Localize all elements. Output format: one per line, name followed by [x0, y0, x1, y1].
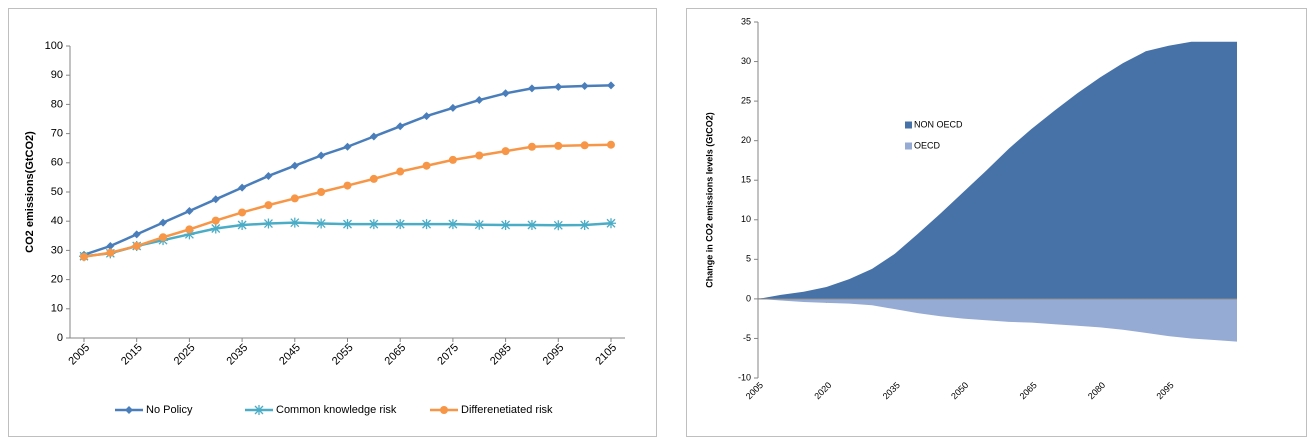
y-tick-label: 0 [57, 332, 63, 344]
marker [369, 174, 378, 183]
marker [396, 167, 405, 176]
marker [316, 218, 327, 229]
y-tick-label: 90 [51, 69, 63, 81]
marker [607, 81, 615, 90]
marker [501, 89, 510, 98]
marker [125, 406, 133, 414]
legend-label: OECD [914, 140, 941, 150]
y-tick-label: -5 [743, 333, 751, 343]
marker [290, 194, 299, 203]
legend-label: Differenetiated risk [461, 404, 553, 416]
y-tick-label: 20 [741, 135, 751, 145]
marker [263, 218, 274, 229]
marker [159, 218, 168, 227]
marker [475, 151, 484, 160]
y-axis-label: CO2 emissions(GtCO2) [24, 131, 36, 253]
marker [132, 242, 141, 251]
legend-label: NON OECD [914, 119, 963, 129]
y-tick-label: 10 [51, 303, 63, 315]
marker [500, 219, 511, 230]
marker [238, 183, 247, 192]
marker [527, 142, 536, 151]
marker [440, 406, 448, 414]
marker [447, 219, 458, 230]
marker [368, 219, 379, 230]
y-tick-label: 0 [746, 293, 751, 303]
marker [289, 217, 300, 228]
marker [607, 140, 615, 149]
y-tick-label: -10 [738, 372, 751, 382]
marker [185, 206, 194, 215]
left-panel [8, 8, 657, 437]
marker [422, 161, 431, 170]
marker [184, 229, 195, 240]
marker [475, 96, 484, 105]
marker [264, 171, 273, 180]
legend-swatch [905, 142, 912, 150]
y-tick-label: 30 [741, 56, 751, 66]
marker [343, 142, 352, 151]
marker [80, 252, 88, 261]
marker [474, 219, 485, 230]
legend-label: No Policy [146, 404, 193, 416]
series-area [758, 41, 1237, 299]
y-axis-label: Change in CO2 emissions levels (GtCO2) [704, 112, 714, 288]
marker [185, 225, 194, 234]
y-tick-label: 30 [51, 244, 63, 256]
y-tick-label: 5 [746, 254, 751, 264]
marker [343, 181, 352, 190]
marker [317, 151, 326, 160]
marker [580, 141, 589, 150]
marker [106, 242, 115, 251]
marker [527, 84, 536, 93]
marker [396, 122, 405, 131]
y-tick-label: 35 [741, 16, 751, 26]
marker [501, 147, 510, 156]
marker [211, 216, 220, 225]
legend-swatch [905, 121, 912, 129]
marker [554, 82, 563, 91]
marker [580, 82, 589, 91]
y-tick-label: 70 [51, 128, 63, 140]
y-tick-label: 10 [741, 214, 751, 224]
marker [553, 220, 564, 231]
y-tick-label: 15 [741, 175, 751, 185]
marker [369, 132, 378, 141]
marker [106, 248, 115, 257]
marker [579, 219, 590, 230]
marker [132, 230, 141, 239]
marker [317, 188, 326, 196]
marker [448, 155, 457, 164]
marker [421, 219, 432, 230]
marker [526, 219, 537, 230]
legend-label: Common knowledge risk [276, 404, 397, 416]
marker [422, 112, 431, 121]
marker [290, 161, 299, 170]
y-tick-label: 40 [51, 215, 63, 227]
marker [159, 233, 168, 242]
y-tick-label: 60 [51, 157, 63, 169]
marker [342, 219, 353, 230]
marker [395, 219, 406, 230]
y-tick-label: 80 [51, 98, 63, 110]
series-area [758, 298, 1237, 342]
marker [211, 195, 220, 204]
marker [238, 208, 247, 217]
marker [210, 223, 221, 234]
marker [264, 201, 273, 210]
marker [554, 141, 563, 150]
y-tick-label: 50 [51, 186, 63, 198]
marker [606, 218, 616, 229]
marker [254, 405, 264, 415]
marker [237, 219, 248, 230]
y-tick-label: 20 [51, 274, 63, 286]
marker [448, 103, 457, 112]
y-tick-label: 100 [45, 40, 63, 52]
y-tick-label: 25 [741, 95, 751, 105]
